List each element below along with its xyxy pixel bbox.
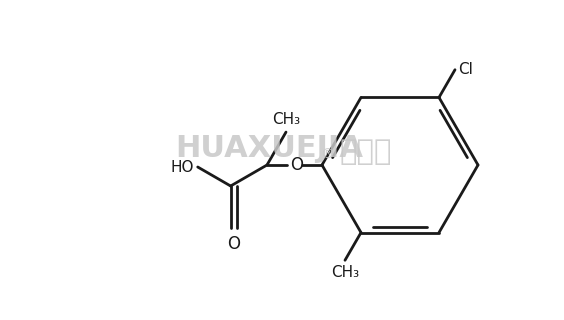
- Text: HO: HO: [170, 159, 193, 174]
- Text: HUAXUEJIA: HUAXUEJIA: [175, 133, 363, 163]
- Text: CH₃: CH₃: [272, 112, 300, 127]
- Text: O: O: [290, 156, 303, 174]
- Text: 化学加: 化学加: [340, 138, 393, 166]
- Text: Cl: Cl: [458, 62, 473, 77]
- Text: O: O: [227, 235, 240, 253]
- Text: ®: ®: [320, 148, 334, 162]
- Text: CH₃: CH₃: [331, 265, 359, 280]
